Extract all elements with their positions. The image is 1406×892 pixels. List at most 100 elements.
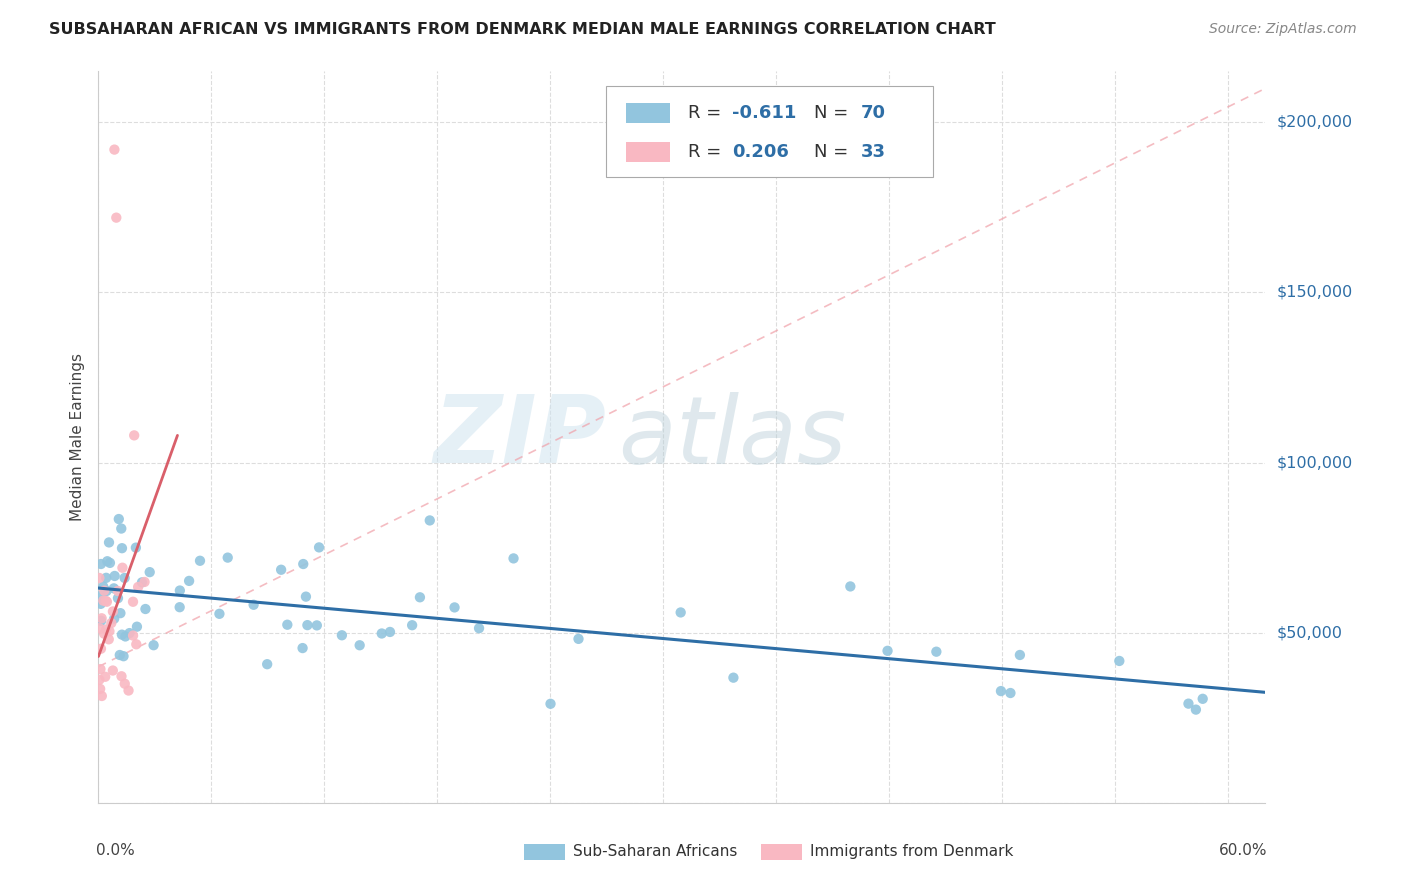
Point [1185,703,1208,717]
Point [409,591,432,605]
Point [101,604,124,618]
Y-axis label: Median Male Earnings: Median Male Earnings [70,353,86,521]
Point [89,662,111,676]
Point [276,617,298,632]
Text: $50,000: $50,000 [1277,625,1343,640]
Point [118,626,141,640]
Point [169,583,191,598]
Point [107,512,129,526]
Point [105,211,128,225]
Text: 0.0%: 0.0% [96,843,135,858]
Point [91,580,114,594]
Text: N =: N = [814,143,853,161]
Point [292,557,315,571]
Point [669,606,692,620]
FancyBboxPatch shape [524,844,565,860]
Point [114,677,136,691]
Point [90,557,112,571]
Point [1177,697,1199,711]
Point [1008,648,1031,662]
Point [131,575,153,590]
Text: atlas: atlas [617,392,846,483]
Text: Source: ZipAtlas.com: Source: ZipAtlas.com [1209,22,1357,37]
Point [89,673,111,687]
Point [98,535,121,549]
Point [134,602,156,616]
Text: 33: 33 [860,143,886,161]
Point [295,590,318,604]
Point [96,595,118,609]
Point [111,627,134,641]
Point [90,597,112,611]
Point [111,560,134,574]
Point [256,657,278,672]
Point [112,649,135,664]
Text: 0.206: 0.206 [733,143,789,161]
Point [111,541,134,556]
Point [839,579,862,593]
Point [208,607,231,621]
Point [110,669,132,683]
Text: N =: N = [814,104,853,122]
Point [122,428,145,442]
Point [94,623,117,637]
Point [443,600,465,615]
Point [90,689,112,703]
Point [1108,654,1130,668]
Text: R =: R = [688,143,727,161]
Point [1191,691,1213,706]
Point [103,612,125,626]
Text: 70: 70 [860,104,886,122]
Point [96,571,118,585]
Point [89,681,111,696]
Point [270,563,292,577]
Text: $200,000: $200,000 [1277,115,1353,130]
Point [107,591,129,606]
Point [98,556,121,570]
FancyBboxPatch shape [626,142,671,162]
Point [502,551,524,566]
Point [217,550,239,565]
Point [169,600,191,615]
Point [108,648,131,662]
Point [110,606,132,620]
Point [308,541,330,555]
Text: $150,000: $150,000 [1277,285,1353,300]
Point [91,593,114,607]
Point [188,554,211,568]
Point [125,541,148,555]
Point [138,565,160,579]
FancyBboxPatch shape [606,86,932,178]
Point [125,620,148,634]
Text: R =: R = [688,104,727,122]
Point [89,621,111,635]
Point [103,582,125,596]
FancyBboxPatch shape [626,103,671,123]
Point [723,671,745,685]
Point [94,594,117,608]
Text: 60.0%: 60.0% [1219,843,1268,858]
Point [114,571,136,585]
Point [142,638,165,652]
Point [97,632,120,647]
FancyBboxPatch shape [761,844,801,860]
Point [93,583,115,598]
Point [114,630,136,644]
Point [401,618,423,632]
Point [291,641,314,656]
Text: ZIP: ZIP [433,391,606,483]
Point [297,618,319,632]
Text: -0.611: -0.611 [733,104,796,122]
Point [330,628,353,642]
Point [90,641,112,656]
Point [90,614,112,628]
Point [125,637,148,651]
Point [122,595,145,609]
Text: Sub-Saharan Africans: Sub-Saharan Africans [574,845,738,859]
Point [100,615,122,630]
Point [134,574,156,589]
Text: Immigrants from Denmark: Immigrants from Denmark [810,845,1014,859]
Point [110,522,132,536]
Point [540,697,562,711]
Point [104,569,127,583]
